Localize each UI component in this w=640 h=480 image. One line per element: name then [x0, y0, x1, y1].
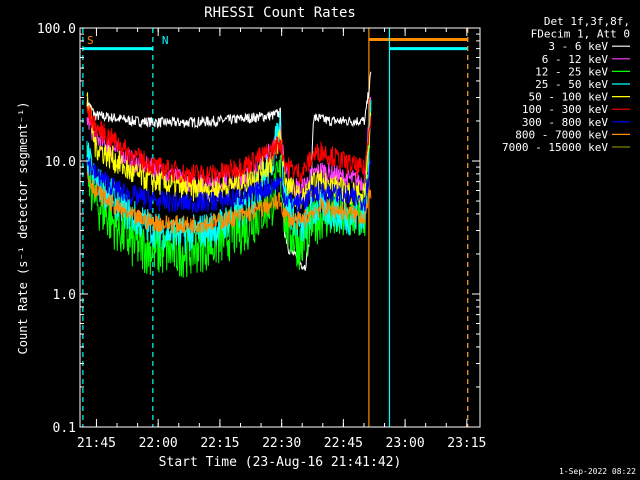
legend-entry-label: 25 - 50 keV — [535, 78, 608, 91]
legend-entry-label: 800 - 7000 keV — [515, 128, 608, 141]
y-tick-label: 100.0 — [37, 22, 76, 37]
series-line-50-100keV — [86, 92, 372, 210]
x-tick-label: 22:00 — [139, 436, 178, 451]
legend-entry-label: 6 - 12 keV — [542, 53, 609, 66]
y-tick-label: 1.0 — [53, 288, 76, 303]
x-tick-label: 22:15 — [200, 436, 239, 451]
flag-annotation: N — [162, 34, 169, 47]
legend-entry-label: 300 - 800 keV — [522, 116, 608, 129]
legend-entry-label: 50 - 100 keV — [529, 91, 609, 104]
legend-entry-label: 100 - 300 keV — [522, 103, 608, 116]
chart-title: RHESSI Count Rates — [204, 5, 356, 21]
x-axis-label: Start Time (23-Aug-16 21:41:42) — [159, 455, 402, 470]
timestamp: 1-Sep-2022 08:22 — [559, 467, 636, 476]
legend-entry-label: 3 - 6 keV — [548, 40, 608, 53]
plot-frame — [79, 27, 481, 428]
x-tick-label: 22:30 — [262, 436, 301, 451]
y-tick-label: 10.0 — [45, 155, 76, 170]
legend-entry-label: 7000 - 15000 keV — [502, 141, 608, 154]
y-tick-label: 0.1 — [53, 421, 76, 436]
x-tick-label: 23:15 — [447, 436, 486, 451]
series-line-800-7000keV — [86, 171, 372, 234]
x-tick-label: 23:00 — [386, 436, 425, 451]
x-tick-label: 21:45 — [77, 436, 116, 451]
legend-entry-label: 12 - 25 keV — [535, 65, 608, 78]
series-line-3-6keV — [86, 71, 372, 271]
y-axis-label: Count Rate (s⁻¹ detector segment⁻¹) — [16, 102, 30, 355]
legend-header: Det 1f,3f,8f, — [544, 15, 630, 28]
legend-header: FDecim 1, Att 0 — [531, 28, 630, 41]
series-line-100-300keV — [86, 105, 372, 185]
series-line-300-800keV — [86, 157, 372, 214]
x-tick-label: 22:45 — [324, 436, 363, 451]
flag-annotation: S — [87, 34, 94, 47]
